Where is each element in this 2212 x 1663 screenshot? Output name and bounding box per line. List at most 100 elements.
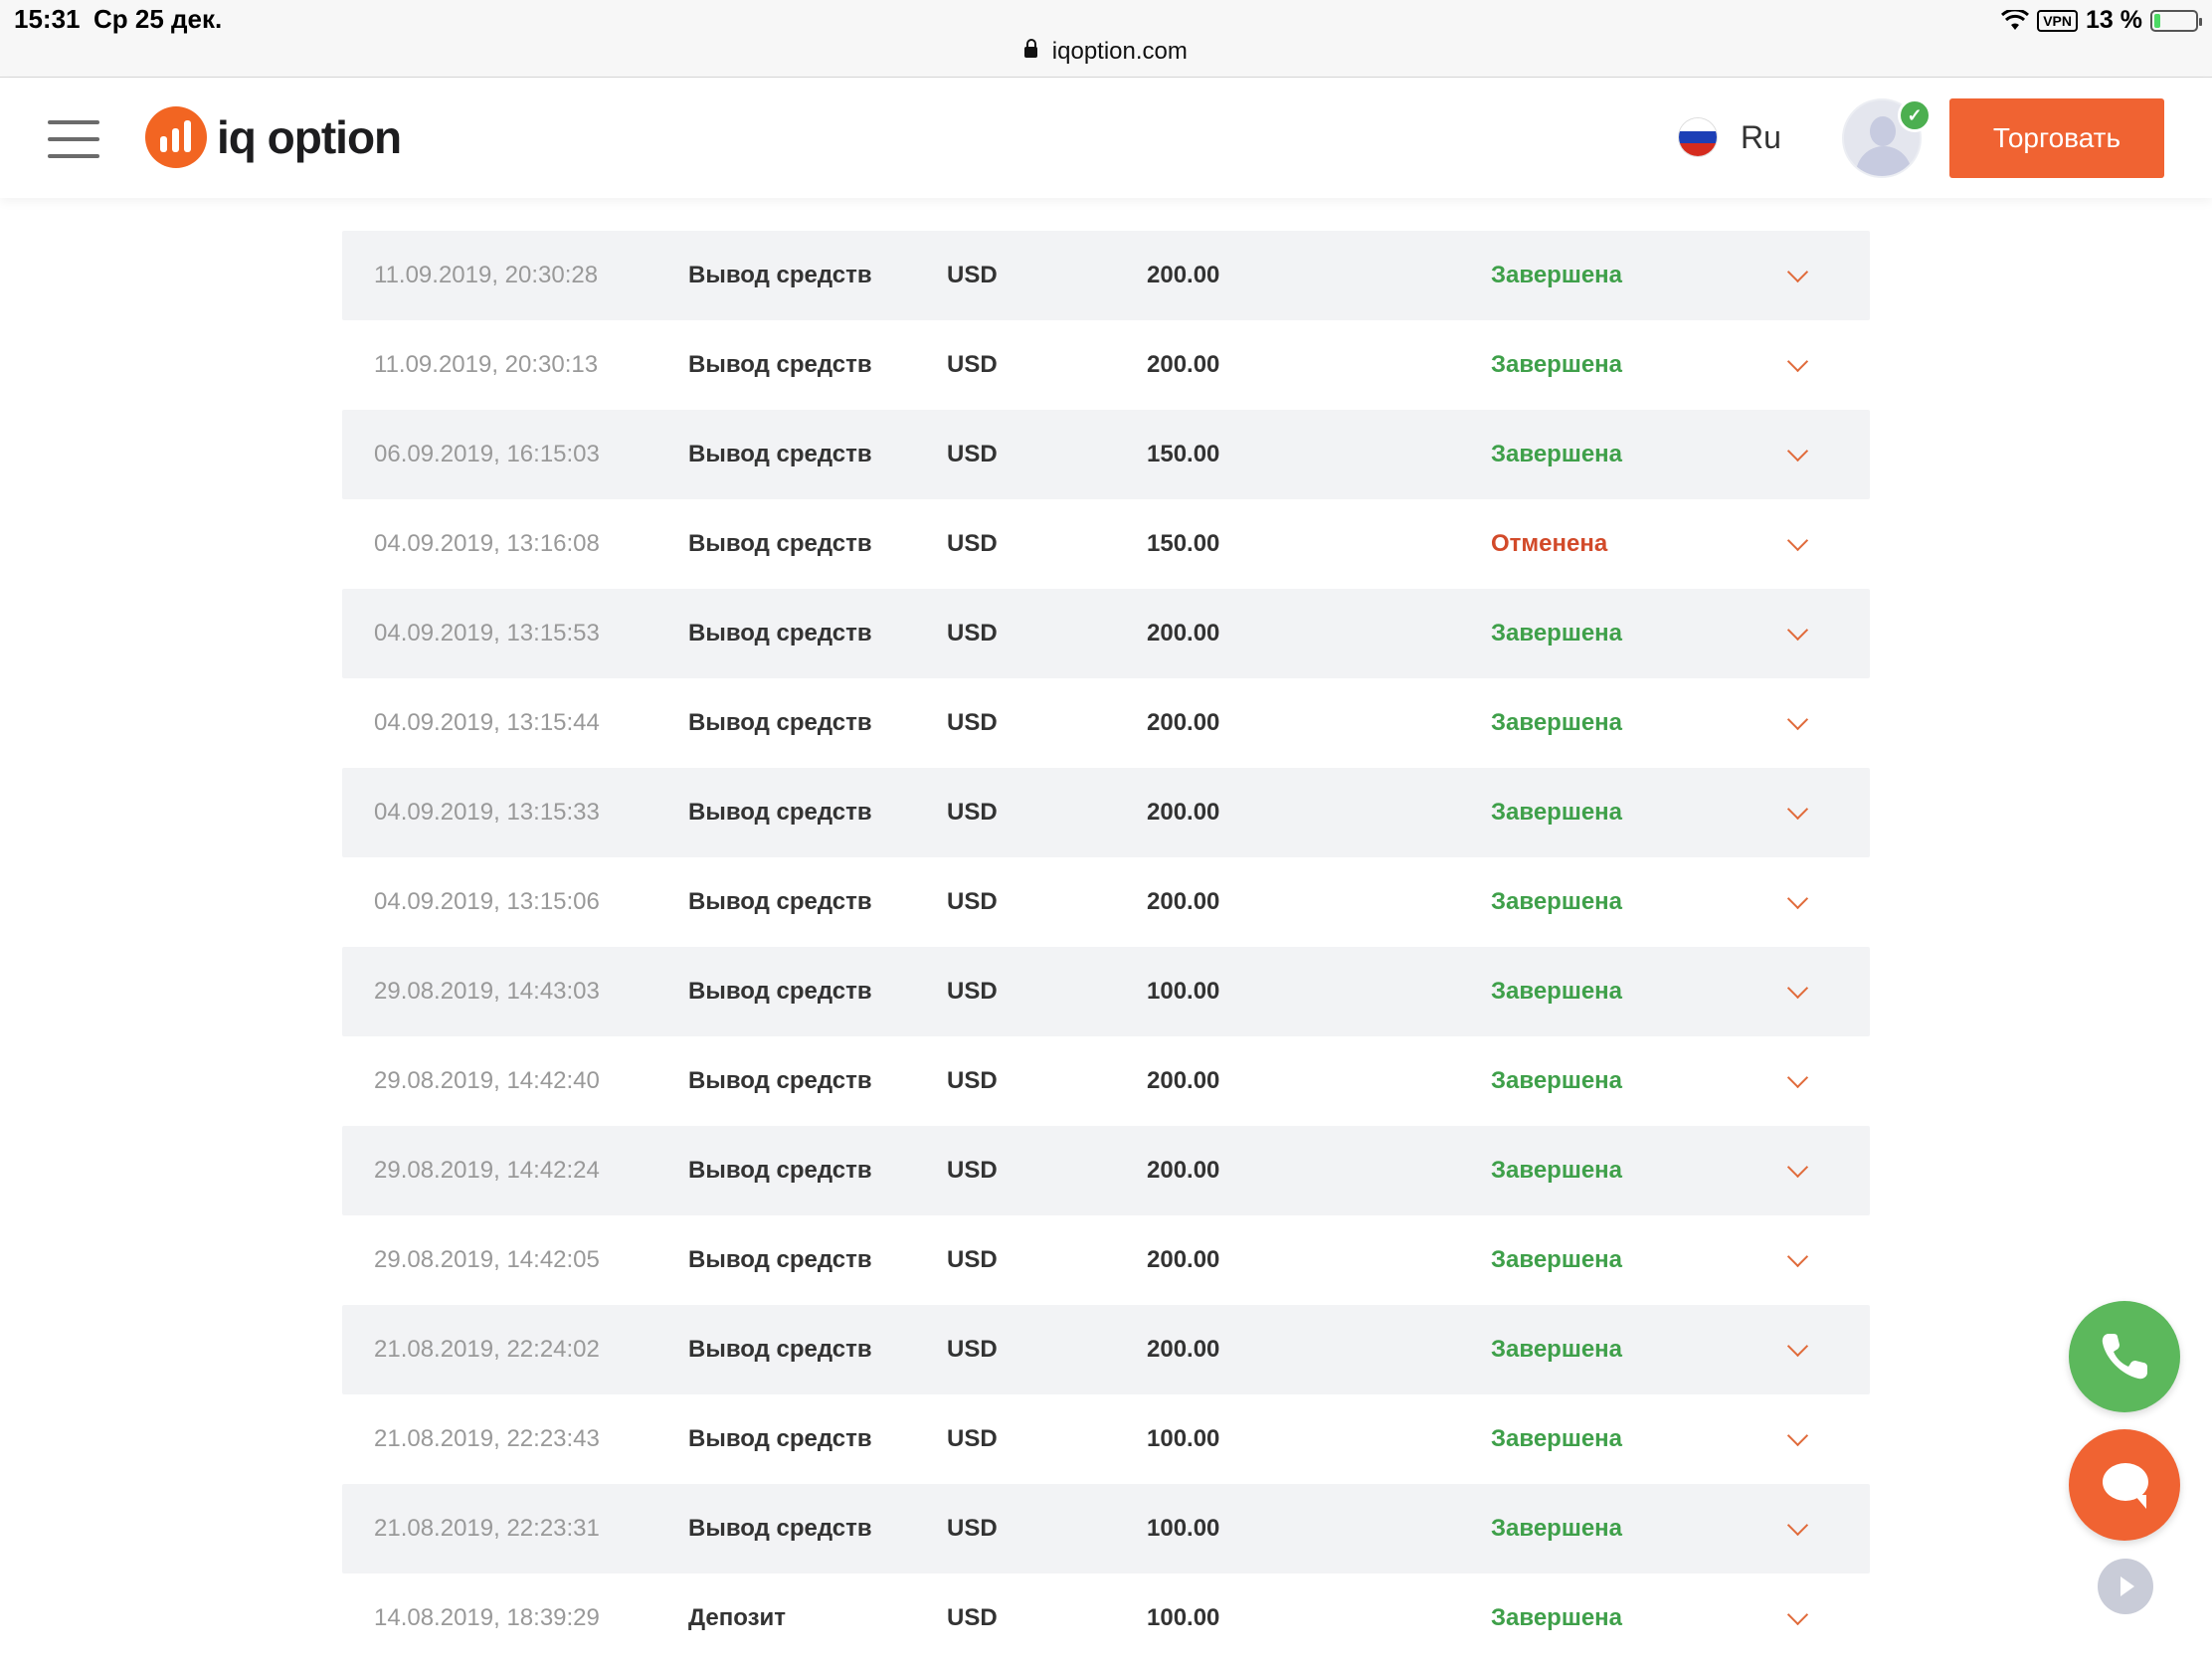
transaction-date: 04.09.2019, 13:15:44	[374, 709, 600, 736]
battery-percent: 13 %	[2086, 6, 2142, 34]
transaction-status: Завершена	[1491, 1604, 1623, 1631]
chevron-down-icon[interactable]	[1782, 1424, 1812, 1454]
table-row[interactable]: 29.08.2019, 14:43:03 Вывод средств USD 100.…	[342, 947, 1870, 1036]
table-row[interactable]: 06.09.2019, 16:15:03 Вывод средств USD 150.…	[342, 410, 1870, 499]
table-row[interactable]: 04.09.2019, 13:16:08 Вывод средств USD 150.…	[342, 499, 1870, 589]
transaction-status: Завершена	[1491, 441, 1623, 467]
transaction-type: Вывод средств	[688, 262, 872, 288]
transaction-type: Вывод средств	[688, 351, 872, 378]
trade-button[interactable]: Торговать	[1949, 98, 2164, 178]
transaction-status: Завершена	[1491, 1515, 1623, 1542]
table-row[interactable]: 04.09.2019, 13:15:33 Вывод средств USD 200.…	[342, 768, 1870, 857]
transaction-amount: 200.00	[1147, 888, 1220, 915]
chevron-down-icon[interactable]	[1782, 529, 1812, 559]
transaction-amount: 200.00	[1147, 1336, 1220, 1363]
chevron-down-icon[interactable]	[1782, 1245, 1812, 1275]
table-row[interactable]: 21.08.2019, 22:24:02 Вывод средств USD 200.…	[342, 1305, 1870, 1394]
transaction-date: 29.08.2019, 14:42:05	[374, 1246, 600, 1273]
transaction-status: Завершена	[1491, 1425, 1623, 1452]
chevron-down-icon[interactable]	[1782, 708, 1812, 738]
table-row[interactable]: 29.08.2019, 14:42:40 Вывод средств USD 200.…	[342, 1036, 1870, 1126]
phone-icon	[2102, 1334, 2147, 1380]
transaction-type: Вывод средств	[688, 1157, 872, 1184]
menu-icon[interactable]	[48, 120, 99, 158]
table-row[interactable]: 21.08.2019, 22:23:31 Вывод средств USD 100.…	[342, 1484, 1870, 1573]
transaction-type: Вывод средств	[688, 709, 872, 736]
transaction-date: 21.08.2019, 22:23:43	[374, 1425, 600, 1452]
transaction-amount: 200.00	[1147, 620, 1220, 647]
logo[interactable]: iq option	[145, 106, 402, 168]
chevron-down-icon[interactable]	[1782, 798, 1812, 828]
table-row[interactable]: 14.08.2019, 18:39:29 Депозит USD 100.00 Заве…	[342, 1573, 1870, 1663]
transaction-currency: USD	[947, 1425, 998, 1452]
transaction-type: Вывод средств	[688, 620, 872, 647]
chevron-down-icon[interactable]	[1782, 887, 1812, 917]
address-url: iqoption.com	[1051, 38, 1188, 65]
transaction-amount: 100.00	[1147, 1604, 1220, 1631]
chevron-down-icon[interactable]	[1782, 1066, 1812, 1096]
transactions-table: 11.09.2019, 20:30:28 Вывод средств USD 200.…	[342, 231, 1870, 1663]
transaction-status: Завершена	[1491, 888, 1623, 915]
transaction-status: Отменена	[1491, 530, 1608, 557]
transaction-currency: USD	[947, 1515, 998, 1542]
chat-button[interactable]	[2069, 1429, 2180, 1541]
play-icon[interactable]	[2098, 1559, 2153, 1614]
site-header: iq option Ru ✓ Торговать	[0, 79, 2212, 198]
chevron-down-icon[interactable]	[1782, 1514, 1812, 1544]
transaction-date: 29.08.2019, 14:43:03	[374, 978, 600, 1005]
transaction-amount: 200.00	[1147, 351, 1220, 378]
table-row[interactable]: 04.09.2019, 13:15:06 Вывод средств USD 200.…	[342, 857, 1870, 947]
phone-call-button[interactable]	[2069, 1301, 2180, 1412]
chevron-down-icon[interactable]	[1782, 619, 1812, 648]
table-row[interactable]: 29.08.2019, 14:42:24 Вывод средств USD 200.…	[342, 1126, 1870, 1215]
transaction-date: 04.09.2019, 13:15:06	[374, 888, 600, 915]
transaction-status: Завершена	[1491, 1067, 1623, 1094]
lock-icon	[1024, 39, 1038, 58]
transaction-currency: USD	[947, 978, 998, 1005]
table-row[interactable]: 11.09.2019, 20:30:28 Вывод средств USD 200.…	[342, 231, 1870, 320]
chevron-down-icon[interactable]	[1782, 1156, 1812, 1186]
transaction-date: 11.09.2019, 20:30:13	[374, 351, 599, 378]
transaction-status: Завершена	[1491, 351, 1623, 378]
logo-icon	[145, 106, 207, 168]
transaction-amount: 150.00	[1147, 441, 1220, 467]
transaction-date: 11.09.2019, 20:30:28	[374, 262, 599, 288]
transaction-currency: USD	[947, 620, 998, 647]
transaction-date: 04.09.2019, 13:15:33	[374, 799, 600, 826]
language-selector[interactable]: Ru	[1679, 118, 1781, 156]
transaction-amount: 100.00	[1147, 1425, 1220, 1452]
transaction-date: 21.08.2019, 22:24:02	[374, 1336, 600, 1363]
transaction-type: Вывод средств	[688, 1067, 872, 1094]
chevron-down-icon[interactable]	[1782, 261, 1812, 290]
flag-ru-icon	[1679, 118, 1717, 156]
chevron-down-icon[interactable]	[1782, 350, 1812, 380]
ios-status-bar: 15:31 Ср 25 дек. VPN 13 % iqoption.com	[0, 0, 2212, 78]
table-row[interactable]: 11.09.2019, 20:30:13 Вывод средств USD 200.…	[342, 320, 1870, 410]
transaction-date: 14.08.2019, 18:39:29	[374, 1604, 600, 1631]
transaction-status: Завершена	[1491, 262, 1623, 288]
transaction-currency: USD	[947, 1604, 998, 1631]
table-row[interactable]: 04.09.2019, 13:15:53 Вывод средств USD 200.…	[342, 589, 1870, 678]
transaction-amount: 100.00	[1147, 978, 1220, 1005]
address-bar[interactable]: iqoption.com	[0, 38, 2212, 66]
transaction-amount: 200.00	[1147, 1067, 1220, 1094]
table-row[interactable]: 04.09.2019, 13:15:44 Вывод средств USD 200.…	[342, 678, 1870, 768]
transaction-amount: 100.00	[1147, 1515, 1220, 1542]
wifi-icon	[2001, 9, 2030, 30]
transaction-currency: USD	[947, 351, 998, 378]
transaction-currency: USD	[947, 1067, 998, 1094]
chevron-down-icon[interactable]	[1782, 977, 1812, 1007]
transaction-amount: 150.00	[1147, 530, 1220, 557]
transaction-type: Вывод средств	[688, 1336, 872, 1363]
table-row[interactable]: 29.08.2019, 14:42:05 Вывод средств USD 200.…	[342, 1215, 1870, 1305]
transaction-type: Вывод средств	[688, 978, 872, 1005]
table-row[interactable]: 21.08.2019, 22:23:43 Вывод средств USD 100.…	[342, 1394, 1870, 1484]
transaction-type: Депозит	[688, 1604, 787, 1631]
transaction-type: Вывод средств	[688, 1425, 872, 1452]
chevron-down-icon[interactable]	[1782, 1335, 1812, 1365]
chevron-down-icon[interactable]	[1782, 440, 1812, 469]
transaction-amount: 200.00	[1147, 1157, 1220, 1184]
transaction-status: Завершена	[1491, 978, 1623, 1005]
chevron-down-icon[interactable]	[1782, 1603, 1812, 1633]
transaction-type: Вывод средств	[688, 799, 872, 826]
